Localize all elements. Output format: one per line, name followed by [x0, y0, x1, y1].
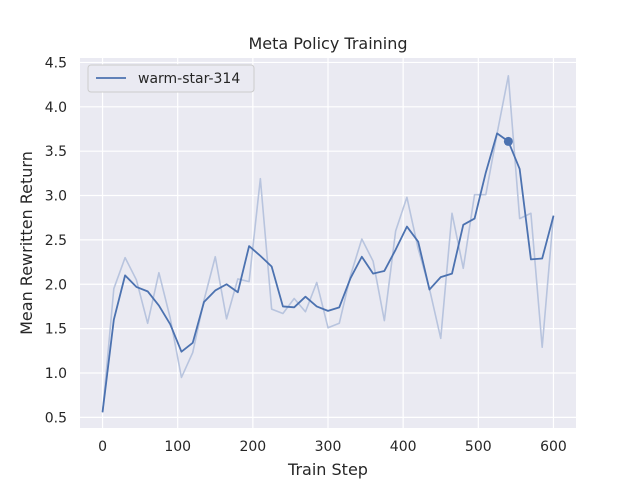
x-tick-label: 300 — [315, 439, 342, 455]
y-tick-label: 2.5 — [45, 233, 67, 249]
grid-lines — [80, 58, 576, 428]
legend-label: warm-star-314 — [138, 71, 240, 87]
x-tick-label: 0 — [98, 439, 107, 455]
y-tick-label: 0.5 — [45, 410, 67, 426]
smoothed-series-layer — [101, 132, 555, 413]
y-tick-label: 1.0 — [45, 366, 67, 382]
raw-series-layer — [101, 74, 555, 413]
smoothed-series-line — [101, 132, 555, 413]
x-tick-label: 400 — [390, 439, 417, 455]
y-axis-label: Mean Rewritten Return — [17, 151, 36, 335]
y-tick-label: 4.5 — [45, 55, 67, 71]
y-tick-label: 2.0 — [45, 277, 67, 293]
x-tick-labels: 0 100 200 300 400 500 600 — [98, 439, 567, 455]
x-tick-label: 100 — [164, 439, 191, 455]
y-tick-label: 1.5 — [45, 322, 67, 338]
legend-box — [87, 64, 255, 93]
legend: warm-star-314 — [87, 64, 255, 93]
y-tick-label: 3.0 — [45, 189, 67, 205]
y-tick-label: 4.0 — [45, 100, 67, 116]
chart-title: Meta Policy Training — [248, 34, 407, 53]
highlight-marker — [503, 136, 513, 146]
y-tick-labels: 0.5 1.0 1.5 2.0 2.5 3.0 3.5 4.0 4.5 — [45, 55, 67, 426]
x-tick-label: 200 — [239, 439, 266, 455]
x-tick-label: 500 — [465, 439, 492, 455]
x-axis-label: Train Step — [287, 460, 368, 479]
y-tick-label: 3.5 — [45, 144, 67, 160]
x-tick-label: 600 — [540, 439, 567, 455]
raw-series-line — [101, 74, 555, 413]
